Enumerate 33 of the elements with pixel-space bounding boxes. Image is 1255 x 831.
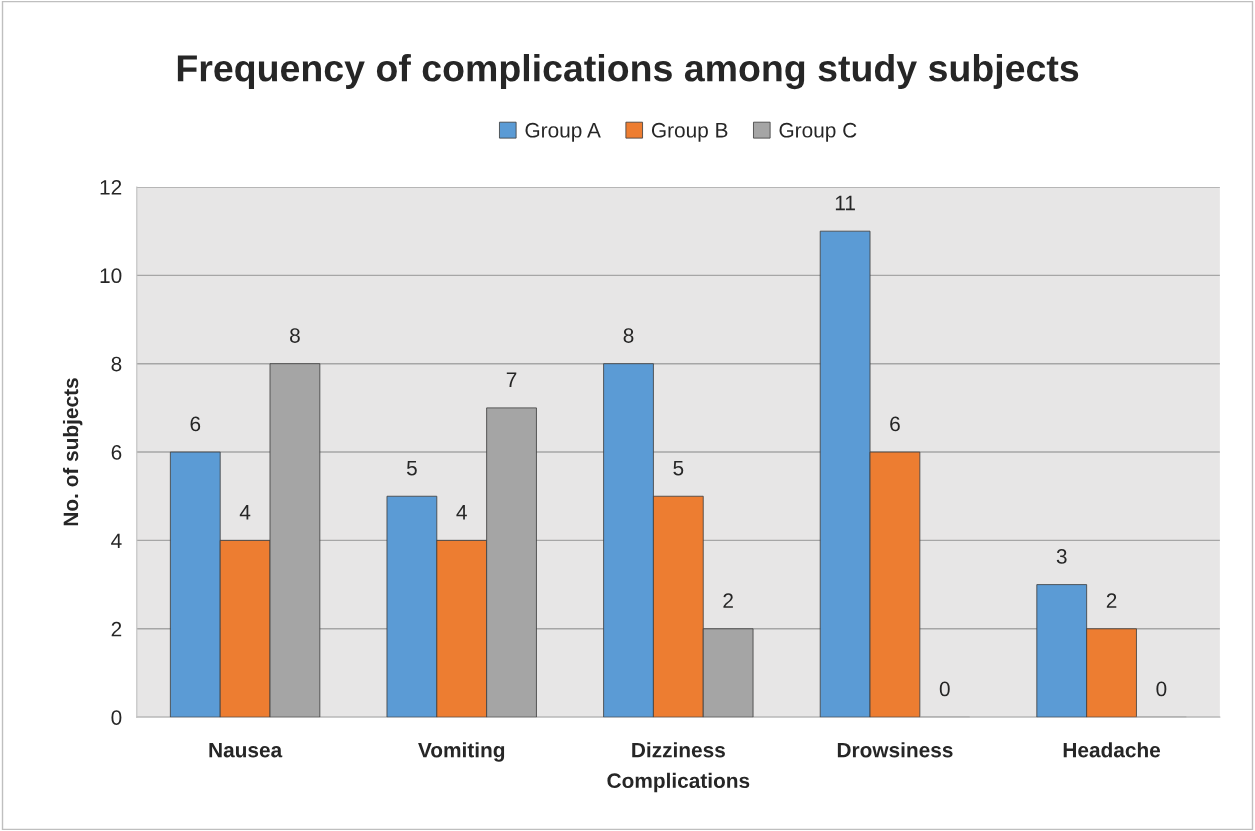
x-axis-title: Complications — [607, 772, 750, 793]
data-label: 5 — [673, 460, 684, 476]
data-label: 8 — [623, 328, 634, 343]
y-tick-label: 10 — [100, 268, 122, 284]
y-tick-label: 0 — [111, 710, 122, 725]
data-label: 0 — [939, 681, 950, 697]
x-tick-label: Dizziness — [632, 742, 725, 758]
legend-label: Group C — [779, 122, 857, 142]
y-axis-title: No. of subjects — [62, 378, 83, 526]
x-tick-label: Drowsiness — [837, 742, 953, 758]
legend-label: Group A — [525, 122, 601, 142]
data-label: 7 — [506, 372, 517, 387]
y-tick-label: 6 — [111, 445, 122, 460]
data-label: 4 — [456, 505, 467, 520]
x-tick-label: Vomiting — [418, 742, 505, 762]
x-tick-label: Nausea — [209, 742, 283, 758]
legend-label: Group B — [651, 122, 728, 142]
data-label: 4 — [239, 505, 251, 520]
data-label: 6 — [890, 416, 900, 432]
data-label: 0 — [1156, 681, 1167, 697]
y-tick-label: 2 — [111, 621, 122, 637]
x-tick-label: Headache — [1063, 742, 1161, 758]
y-tick-label: 8 — [111, 356, 122, 372]
data-label: 2 — [723, 593, 733, 608]
data-label: 6 — [190, 416, 201, 432]
chart-title: Frequency of complications among study subjects — [177, 54, 1079, 90]
y-tick-label: 4 — [111, 533, 122, 548]
data-label: 8 — [290, 328, 300, 343]
y-tick-label: 12 — [100, 179, 122, 195]
data-label: 5 — [406, 460, 417, 476]
data-label: 11 — [835, 195, 855, 211]
data-label: 3 — [1056, 549, 1067, 564]
data-label: 2 — [1106, 593, 1117, 608]
